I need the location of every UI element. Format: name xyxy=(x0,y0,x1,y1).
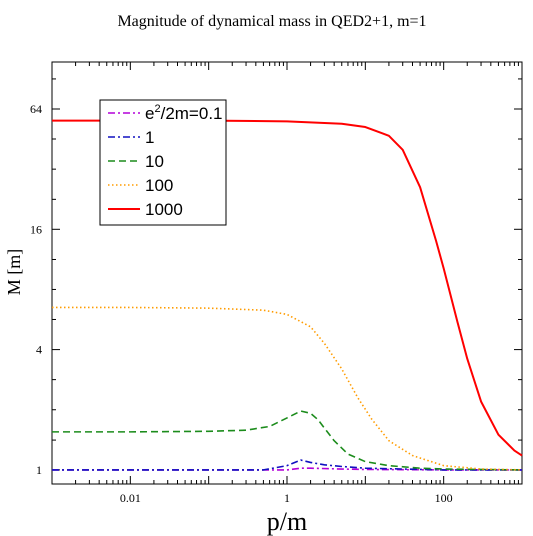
series-line-100 xyxy=(52,306,523,471)
y-axis-label: M [m] xyxy=(4,249,24,296)
x-tick-label: 0.01 xyxy=(120,491,141,505)
x-tick-label: 100 xyxy=(435,491,453,505)
legend-label: 10 xyxy=(145,152,164,171)
legend: e2/2m=0.1 1 10 100 1000 xyxy=(99,99,227,226)
axis-tick-labels: 0.01 1 100 1 4 16 64 xyxy=(30,102,453,505)
y-tick-label: 1 xyxy=(36,463,42,477)
y-tick-label: 16 xyxy=(30,222,42,236)
series-line-1 xyxy=(52,459,522,471)
y-tick-label: 4 xyxy=(36,343,42,357)
legend-box xyxy=(99,99,227,226)
legend-label: 1 xyxy=(145,128,154,147)
x-tick-label: 1 xyxy=(284,491,290,505)
series-line-10 xyxy=(52,410,523,471)
y-tick-label: 64 xyxy=(30,102,42,116)
x-axis-label: p/m xyxy=(267,507,307,536)
series-line-1000 xyxy=(52,119,523,457)
legend-label: 1000 xyxy=(145,200,183,219)
legend-label: e2/2m=0.1 xyxy=(145,103,223,123)
legend-label: 100 xyxy=(145,176,173,195)
axis-ticks xyxy=(51,62,523,484)
chart-title: Magnitude of dynamical mass in QED2+1, m… xyxy=(117,13,426,30)
series-layer xyxy=(52,119,523,471)
